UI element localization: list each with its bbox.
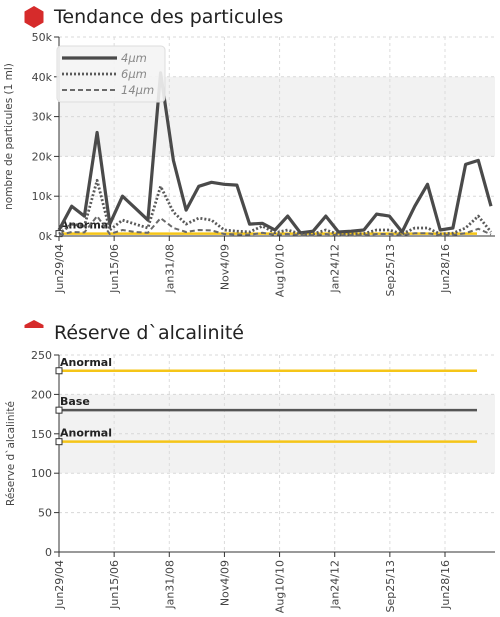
x-tick-label: Jun29/04 bbox=[53, 560, 66, 610]
x-tick-label: Aug10/10 bbox=[274, 244, 287, 297]
x-tick-label: Nov4/09 bbox=[218, 244, 231, 290]
threshold-label: Base bbox=[60, 395, 90, 408]
particles-chart: 0k 10k 20k 30k 40k 50k Jun29/04 Jun15/06 Jan31/0… bbox=[3, 31, 495, 297]
x-tick-label: Jan24/12 bbox=[329, 560, 342, 610]
legend-label: 14μm bbox=[121, 83, 154, 97]
x-tick-label: Jun28/16 bbox=[439, 560, 452, 610]
x-tick-label: Jan24/12 bbox=[329, 244, 342, 294]
plot-band bbox=[59, 433, 495, 474]
y-axis-title: nombre de particules (1 ml) bbox=[3, 63, 15, 210]
y-tick-label: 50 bbox=[38, 507, 52, 520]
alkalinity-chart: 0 50 100 150 200 250 Jun29/04 Jun15/06 Jan31/08 N… bbox=[5, 349, 495, 613]
alkalinity-chart-title: Réserve d`alcalinité bbox=[54, 322, 244, 344]
threshold-marker bbox=[55, 406, 63, 414]
x-tick-label: Aug10/10 bbox=[274, 560, 287, 613]
threshold-marker bbox=[55, 438, 63, 446]
series-line bbox=[58, 178, 493, 236]
threshold-label: Anormal bbox=[60, 356, 112, 369]
x-tick-label: Sep25/13 bbox=[384, 244, 397, 296]
hexagon-icon bbox=[24, 320, 44, 328]
x-tick-label: Nov4/09 bbox=[218, 560, 231, 606]
y-tick-label: 100 bbox=[31, 467, 52, 480]
y-tick-label: 20k bbox=[32, 150, 53, 163]
y-tick-label: 30k bbox=[32, 111, 53, 124]
threshold-marker bbox=[55, 367, 63, 375]
alkalinity-chart-panel: Réserve d`alcalinité 0 50 100 150 200 250 Jun2… bbox=[0, 310, 500, 617]
series-line bbox=[57, 71, 493, 235]
y-tick-label: 250 bbox=[31, 349, 52, 362]
plot-band bbox=[59, 394, 495, 434]
x-tick-label: Jun15/06 bbox=[108, 244, 121, 294]
y-tick-label: 200 bbox=[31, 388, 52, 401]
plot-band bbox=[59, 116, 495, 157]
y-tick-label: 150 bbox=[31, 428, 52, 441]
x-tick-label: Sep25/13 bbox=[384, 560, 397, 612]
x-tick-label: Jan31/08 bbox=[163, 244, 176, 294]
particles-chart-title: Tendance des particules bbox=[54, 6, 284, 28]
threshold-label: Anormal bbox=[60, 427, 112, 440]
threshold-label: Anormal bbox=[60, 219, 112, 232]
hexagon-icon bbox=[24, 6, 44, 28]
y-tick-label: 40k bbox=[32, 71, 53, 84]
x-tick-label: Jun29/04 bbox=[53, 244, 66, 294]
series-line bbox=[58, 215, 492, 237]
particles-chart-panel: Tendance des particules 0k 10k 20k 30k 40k 50… bbox=[3, 6, 495, 297]
x-tick-label: Jan31/08 bbox=[163, 560, 176, 610]
x-tick-label: Jun28/16 bbox=[439, 244, 452, 294]
y-tick-label: 10k bbox=[32, 190, 53, 203]
y-tick-label: 0 bbox=[45, 546, 52, 559]
y-tick-label: 50k bbox=[32, 31, 53, 44]
y-axis-title: Réserve d`alcalinité bbox=[5, 401, 17, 506]
legend-label: 4μm bbox=[121, 51, 147, 65]
x-tick-label: Jun15/06 bbox=[108, 560, 121, 610]
y-tick-label: 0k bbox=[39, 230, 53, 243]
legend-label: 6μm bbox=[121, 67, 147, 81]
